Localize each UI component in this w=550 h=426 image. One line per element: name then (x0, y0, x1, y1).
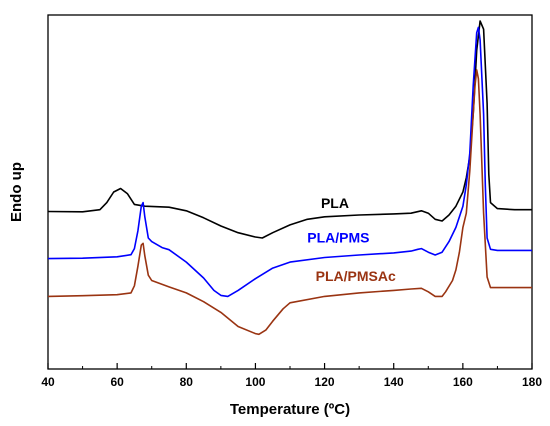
x-axis-title: Temperature (ºC) (230, 401, 350, 418)
x-axis-ticks: 40 60 80 100 120 140 160 180 (41, 363, 542, 389)
x-tick-label: 80 (180, 375, 194, 389)
x-tick-label: 120 (315, 375, 335, 389)
series-line-2 (47, 69, 532, 336)
series-line-0 (47, 20, 532, 239)
y-axis-title: Endo up (8, 162, 25, 222)
x-tick-label: 60 (110, 375, 124, 389)
x-tick-label: 140 (384, 375, 404, 389)
plot-frame (47, 14, 533, 370)
x-tick-label: 100 (245, 375, 265, 389)
x-tick-label: 40 (41, 375, 55, 389)
series-labels: PLA PLA/PMS PLA/PMSAc (307, 195, 396, 284)
x-tick-label: 180 (522, 375, 542, 389)
series-label-2: PLA/PMSAc (316, 268, 396, 284)
series-layer (47, 20, 532, 336)
series-label-1: PLA/PMS (307, 230, 369, 246)
series-label-0: PLA (321, 195, 349, 211)
x-tick-label: 160 (453, 375, 473, 389)
series-line-1 (47, 26, 532, 298)
